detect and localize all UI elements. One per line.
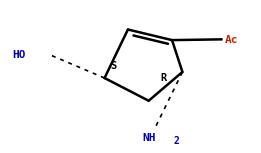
Text: HO: HO	[12, 50, 26, 60]
Text: Ac: Ac	[224, 35, 238, 45]
Text: S: S	[110, 61, 116, 71]
Text: 2: 2	[173, 136, 179, 146]
Text: NH: NH	[142, 133, 156, 143]
Text: R: R	[160, 73, 167, 83]
